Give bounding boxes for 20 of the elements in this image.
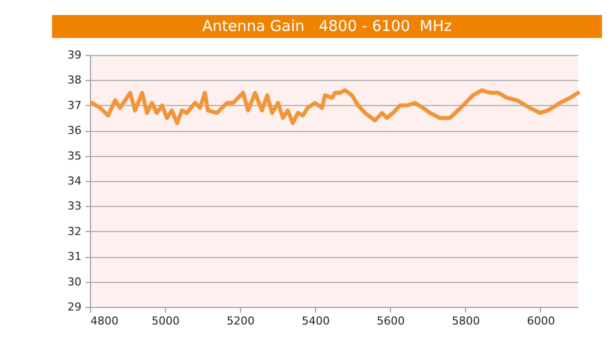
x-tick-label: 5000 [152,314,180,328]
y-tick-label: 32 [68,224,82,238]
y-tick-label: 34 [68,174,82,188]
x-tick-label: 5800 [452,314,480,328]
y-tick-label: 36 [68,124,82,138]
y-tick-label: 35 [68,149,82,162]
chart-title: Antenna Gain 4800 - 6100 MHz [52,15,602,38]
y-tick-label: 38 [68,74,82,87]
x-tick-label: 5200 [226,314,255,328]
x-tick-label: 5600 [376,314,405,328]
line-series [90,88,580,126]
x-tick-label: 6000 [526,314,555,328]
y-tick-label: 29 [68,300,82,314]
y-tick-label: 39 [68,48,82,62]
x-tick-label: 4800 [90,314,118,328]
y-tick-label: 33 [68,200,82,213]
y-tick-label: 37 [68,98,82,112]
y-tick-label: 31 [68,250,82,264]
y-tick-label: 30 [68,275,82,288]
x-tick-label: 5400 [302,314,330,328]
